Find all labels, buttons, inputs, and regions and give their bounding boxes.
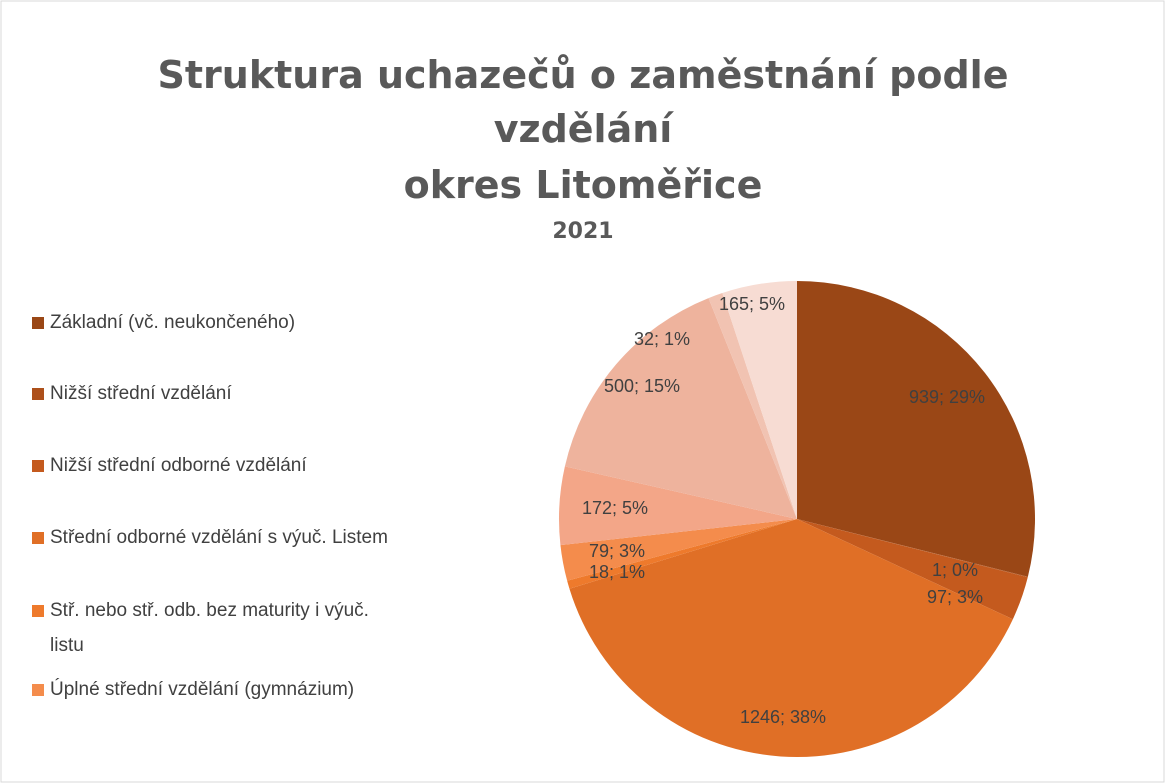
- data-label: 18; 1%: [589, 562, 645, 582]
- data-label: 939; 29%: [909, 387, 985, 407]
- pie-slice: [560, 519, 797, 581]
- chart-subtitle: 2021: [552, 219, 613, 244]
- legend-swatch: [32, 388, 44, 400]
- legend-swatch: [32, 532, 44, 544]
- legend-label: Základní (vč. neukončeného): [50, 312, 296, 333]
- legend-item: Střední odborné vzdělání s výuč. Listem: [32, 520, 402, 555]
- pie-slice: [564, 298, 797, 519]
- pie-slice: [567, 519, 797, 589]
- data-label: 79; 3%: [589, 541, 645, 561]
- legend-swatch: [32, 317, 44, 329]
- pie-slice: [708, 293, 797, 519]
- data-label: 172; 5%: [582, 498, 648, 518]
- legend-item: Nižší střední odborné vzdělání: [32, 448, 402, 483]
- pie-slice: [722, 281, 797, 519]
- pie-slice: [797, 519, 1028, 578]
- chart-title: okres Litoměřice: [404, 163, 763, 207]
- legend-swatch: [32, 460, 44, 472]
- pie-slice: [797, 281, 1035, 577]
- legend-label: Střední odborné vzdělání s výuč. Listem: [50, 527, 388, 548]
- pie-slice: [569, 519, 1013, 757]
- legend-label: Stř. nebo stř. odb. bez maturity i výuč.…: [50, 600, 369, 656]
- data-label: 1; 0%: [932, 560, 978, 580]
- data-label: 1246; 38%: [740, 707, 826, 727]
- legend-item: Úplné střední vzdělání (gymnázium): [32, 672, 402, 707]
- legend-label: Nižší střední odborné vzdělání: [50, 455, 307, 476]
- legend-swatch: [32, 684, 44, 696]
- legend-item: Stř. nebo stř. odb. bez maturity i výuč.…: [32, 593, 402, 663]
- pie-slice: [559, 466, 797, 546]
- pie-slice: [797, 519, 1028, 620]
- data-label: 97; 3%: [927, 587, 983, 607]
- legend-label: Úplné střední vzdělání (gymnázium): [50, 679, 355, 700]
- legend-item: Nižší střední vzdělání: [32, 376, 402, 411]
- legend-label: Nižší střední vzdělání: [50, 383, 232, 404]
- chart-title: vzdělání: [494, 107, 675, 151]
- chart-title: Struktura uchazečů o zaměstnání podle: [158, 53, 1009, 97]
- legend-item: Základní (vč. neukončeného): [32, 305, 402, 340]
- data-label: 32; 1%: [634, 329, 690, 349]
- data-label: 165; 5%: [719, 294, 785, 314]
- legend-swatch: [32, 605, 44, 617]
- data-label: 500; 15%: [604, 376, 680, 396]
